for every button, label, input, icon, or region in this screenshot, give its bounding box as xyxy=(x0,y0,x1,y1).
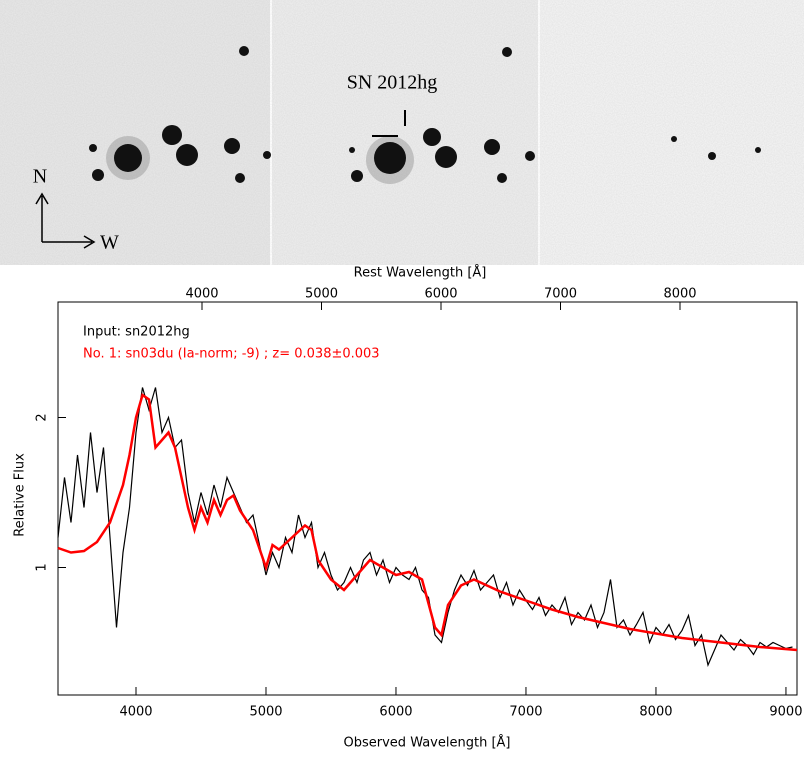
x2-tick-label: 4000 xyxy=(185,287,218,302)
compass xyxy=(35,192,96,249)
image-noise xyxy=(0,0,804,265)
x-axis-title: Observed Wavelength [Å] xyxy=(344,735,511,751)
west-label: W xyxy=(100,232,119,254)
plot-frame xyxy=(57,301,798,696)
x-tick-label: 9000 xyxy=(769,705,802,720)
spectrum-line xyxy=(57,392,798,652)
stars xyxy=(89,46,761,184)
spectrum-line xyxy=(57,387,793,667)
x2-tick-label: 7000 xyxy=(544,287,577,302)
north-label: N xyxy=(33,166,47,188)
sn-label: SN 2012hg xyxy=(347,72,438,94)
x-tick-label: 7000 xyxy=(509,705,542,720)
annotation: No. 1: sn03du (Ia-norm; -9) ; z= 0.038±0… xyxy=(83,347,380,362)
x-tick-label: 6000 xyxy=(379,705,412,720)
x-tick-label: 5000 xyxy=(249,705,282,720)
annotation: Input: sn2012hg xyxy=(83,325,190,340)
y-tick-label: 2 xyxy=(35,413,50,421)
y-tick-label: 1 xyxy=(35,563,50,571)
x2-tick-label: 6000 xyxy=(424,287,457,302)
x-tick-label: 8000 xyxy=(639,705,672,720)
x2-axis-title: Rest Wavelength [Å] xyxy=(354,265,487,281)
image-panels: SN 2012hg N W xyxy=(0,0,804,265)
y-axis-title: Relative Flux xyxy=(13,453,28,537)
x2-tick-label: 5000 xyxy=(305,287,338,302)
x2-tick-label: 8000 xyxy=(663,287,696,302)
x-tick-label: 4000 xyxy=(119,705,152,720)
